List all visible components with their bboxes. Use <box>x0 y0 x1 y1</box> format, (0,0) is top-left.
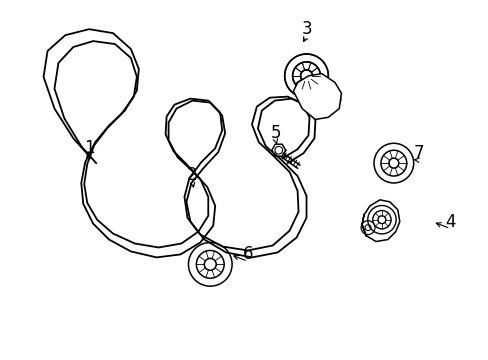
Text: 2: 2 <box>187 166 197 184</box>
Text: 4: 4 <box>444 213 455 231</box>
Text: 5: 5 <box>270 124 281 142</box>
Text: 7: 7 <box>412 144 423 162</box>
Text: 3: 3 <box>301 20 311 38</box>
Text: 1: 1 <box>84 139 94 157</box>
Polygon shape <box>293 74 341 120</box>
Text: 6: 6 <box>242 246 253 264</box>
